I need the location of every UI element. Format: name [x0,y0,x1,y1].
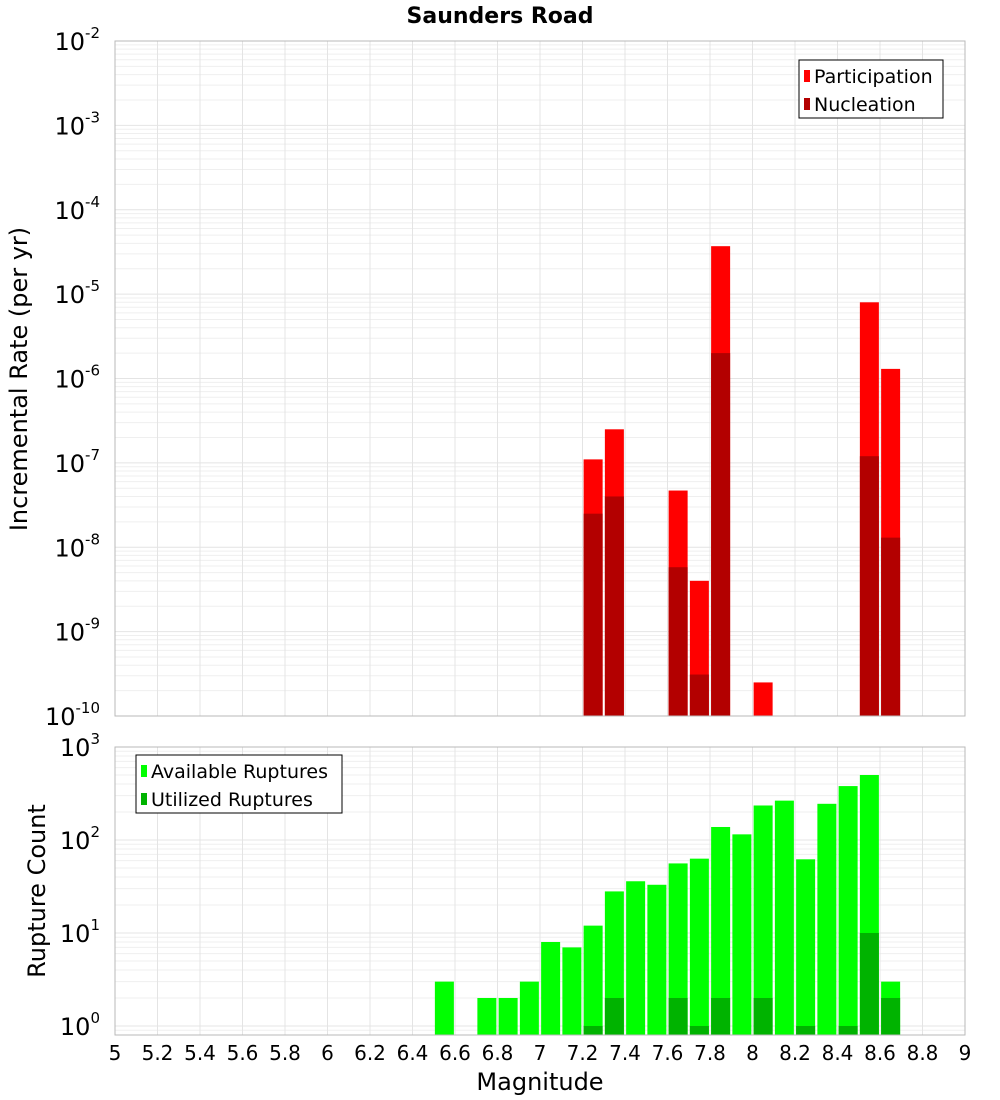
count-bar-available-ruptures [774,800,794,1035]
rate-y-tick-label: 10-10 [45,699,100,731]
x-tick-label: 5.6 [227,1041,259,1065]
top-y-axis-label: Incremental Rate (per yr) [5,227,33,531]
rate-bar-nucleation [859,456,879,716]
rate-y-tick-label: 10-5 [54,277,100,309]
rate-bar-nucleation [668,567,688,716]
count-bar-utilized-ruptures [796,1025,816,1035]
x-tick-label: 6.4 [397,1041,429,1065]
x-tick-label: 5.2 [142,1041,174,1065]
count-bar-available-ruptures [753,805,773,1035]
count-bar-available-ruptures [541,942,561,1035]
rate-y-tick-label: 10-4 [54,193,100,225]
count-y-tick-label: 100 [60,1009,100,1041]
rate-y-tick-label: 10-7 [54,446,100,478]
x-tick-label: 7.8 [694,1041,726,1065]
x-tick-label: 6.6 [439,1041,471,1065]
rate-bar-participation [753,682,773,716]
count-bar-utilized-ruptures [583,1025,603,1035]
rate-legend-swatch [804,98,810,110]
count-bar-utilized-ruptures [689,1025,709,1035]
x-tick-label: 8.4 [822,1041,854,1065]
x-tick-label: 7.2 [567,1041,599,1065]
x-tick-label: 5.4 [184,1041,216,1065]
x-tick-label: 9 [959,1041,972,1065]
count-bar-available-ruptures [668,863,688,1035]
count-bar-utilized-ruptures [881,997,901,1035]
rate-y-tick-label: 10-2 [54,24,100,56]
rate-y-tick-label: 10-6 [54,362,100,394]
count-legend-swatch [141,765,147,777]
x-tick-label: 5 [109,1041,122,1065]
x-tick-label: 6 [321,1041,334,1065]
bottom-y-axis-label: Rupture Count [23,804,51,978]
rate-legend-label: Participation [814,66,933,88]
rate-bar-nucleation [604,496,624,716]
x-axis-label: Magnitude [476,1068,603,1096]
count-bar-available-ruptures [562,947,582,1035]
count-bar-utilized-ruptures [838,1025,858,1035]
x-tick-label: 8 [746,1041,759,1065]
x-tick-label: 7.4 [609,1041,641,1065]
count-bar-available-ruptures [817,803,837,1035]
count-bar-available-ruptures [689,858,709,1035]
count-legend-label: Utilized Ruptures [151,789,313,811]
count-bar-available-ruptures [647,884,667,1035]
rate-panel: 10-10 10-9 10-8 10-7 10-6 10-5 10-4 10-3 10-2 [45,24,966,731]
x-tick-label: 5.8 [269,1041,301,1065]
count-y-tick-label: 103 [60,730,100,762]
rate-bar-nucleation [583,513,603,716]
x-tick-label: 8.8 [907,1041,939,1065]
count-bar-utilized-ruptures [859,932,879,1035]
x-tick-label: 7 [534,1041,547,1065]
count-y-tick-label: 101 [60,916,100,948]
rate-bar-nucleation [689,674,709,716]
count-bar-available-ruptures [434,981,454,1035]
count-bar-available-ruptures [626,881,646,1035]
count-bar-utilized-ruptures [668,997,688,1035]
x-tick-label: 6.8 [482,1041,514,1065]
x-tick-label: 8.2 [779,1041,811,1065]
rate-legend-swatch [804,70,810,82]
count-bar-available-ruptures [796,859,816,1035]
count-legend-label: Available Ruptures [151,761,328,783]
count-bar-available-ruptures [838,786,858,1035]
x-tick-label: 7.6 [652,1041,684,1065]
x-tick-label: 6.2 [354,1041,386,1065]
count-bar-available-ruptures [519,981,539,1035]
count-bar-available-ruptures [583,925,603,1035]
count-bar-utilized-ruptures [753,997,773,1035]
rupture-legend: Available Ruptures Utilized Ruptures [135,754,343,814]
rate-legend-box [798,59,944,119]
rate-y-tick-label: 10-9 [54,615,100,647]
count-bar-available-ruptures [498,997,518,1035]
count-legend-swatch [141,793,147,805]
x-tick-label: 8.6 [864,1041,896,1065]
count-legend-box [135,754,343,814]
rate-bar-nucleation [711,353,731,716]
count-plot-frame [114,746,966,1036]
count-bar-available-ruptures [711,826,731,1035]
rate-y-tick-label: 10-3 [54,108,100,140]
rate-plot-frame [114,40,966,717]
count-bar-utilized-ruptures [711,997,731,1035]
count-bar-available-ruptures [477,997,497,1035]
rate-bar-nucleation [881,537,901,716]
count-bar-utilized-ruptures [604,997,624,1035]
rate-legend-label: Nucleation [814,94,916,116]
rate-legend: Participation Nucleation [798,59,944,119]
count-y-tick-label: 102 [60,823,100,855]
chart-title: Saunders Road [407,4,594,29]
rate-y-tick-label: 10-8 [54,530,100,562]
count-bar-available-ruptures [732,834,752,1035]
